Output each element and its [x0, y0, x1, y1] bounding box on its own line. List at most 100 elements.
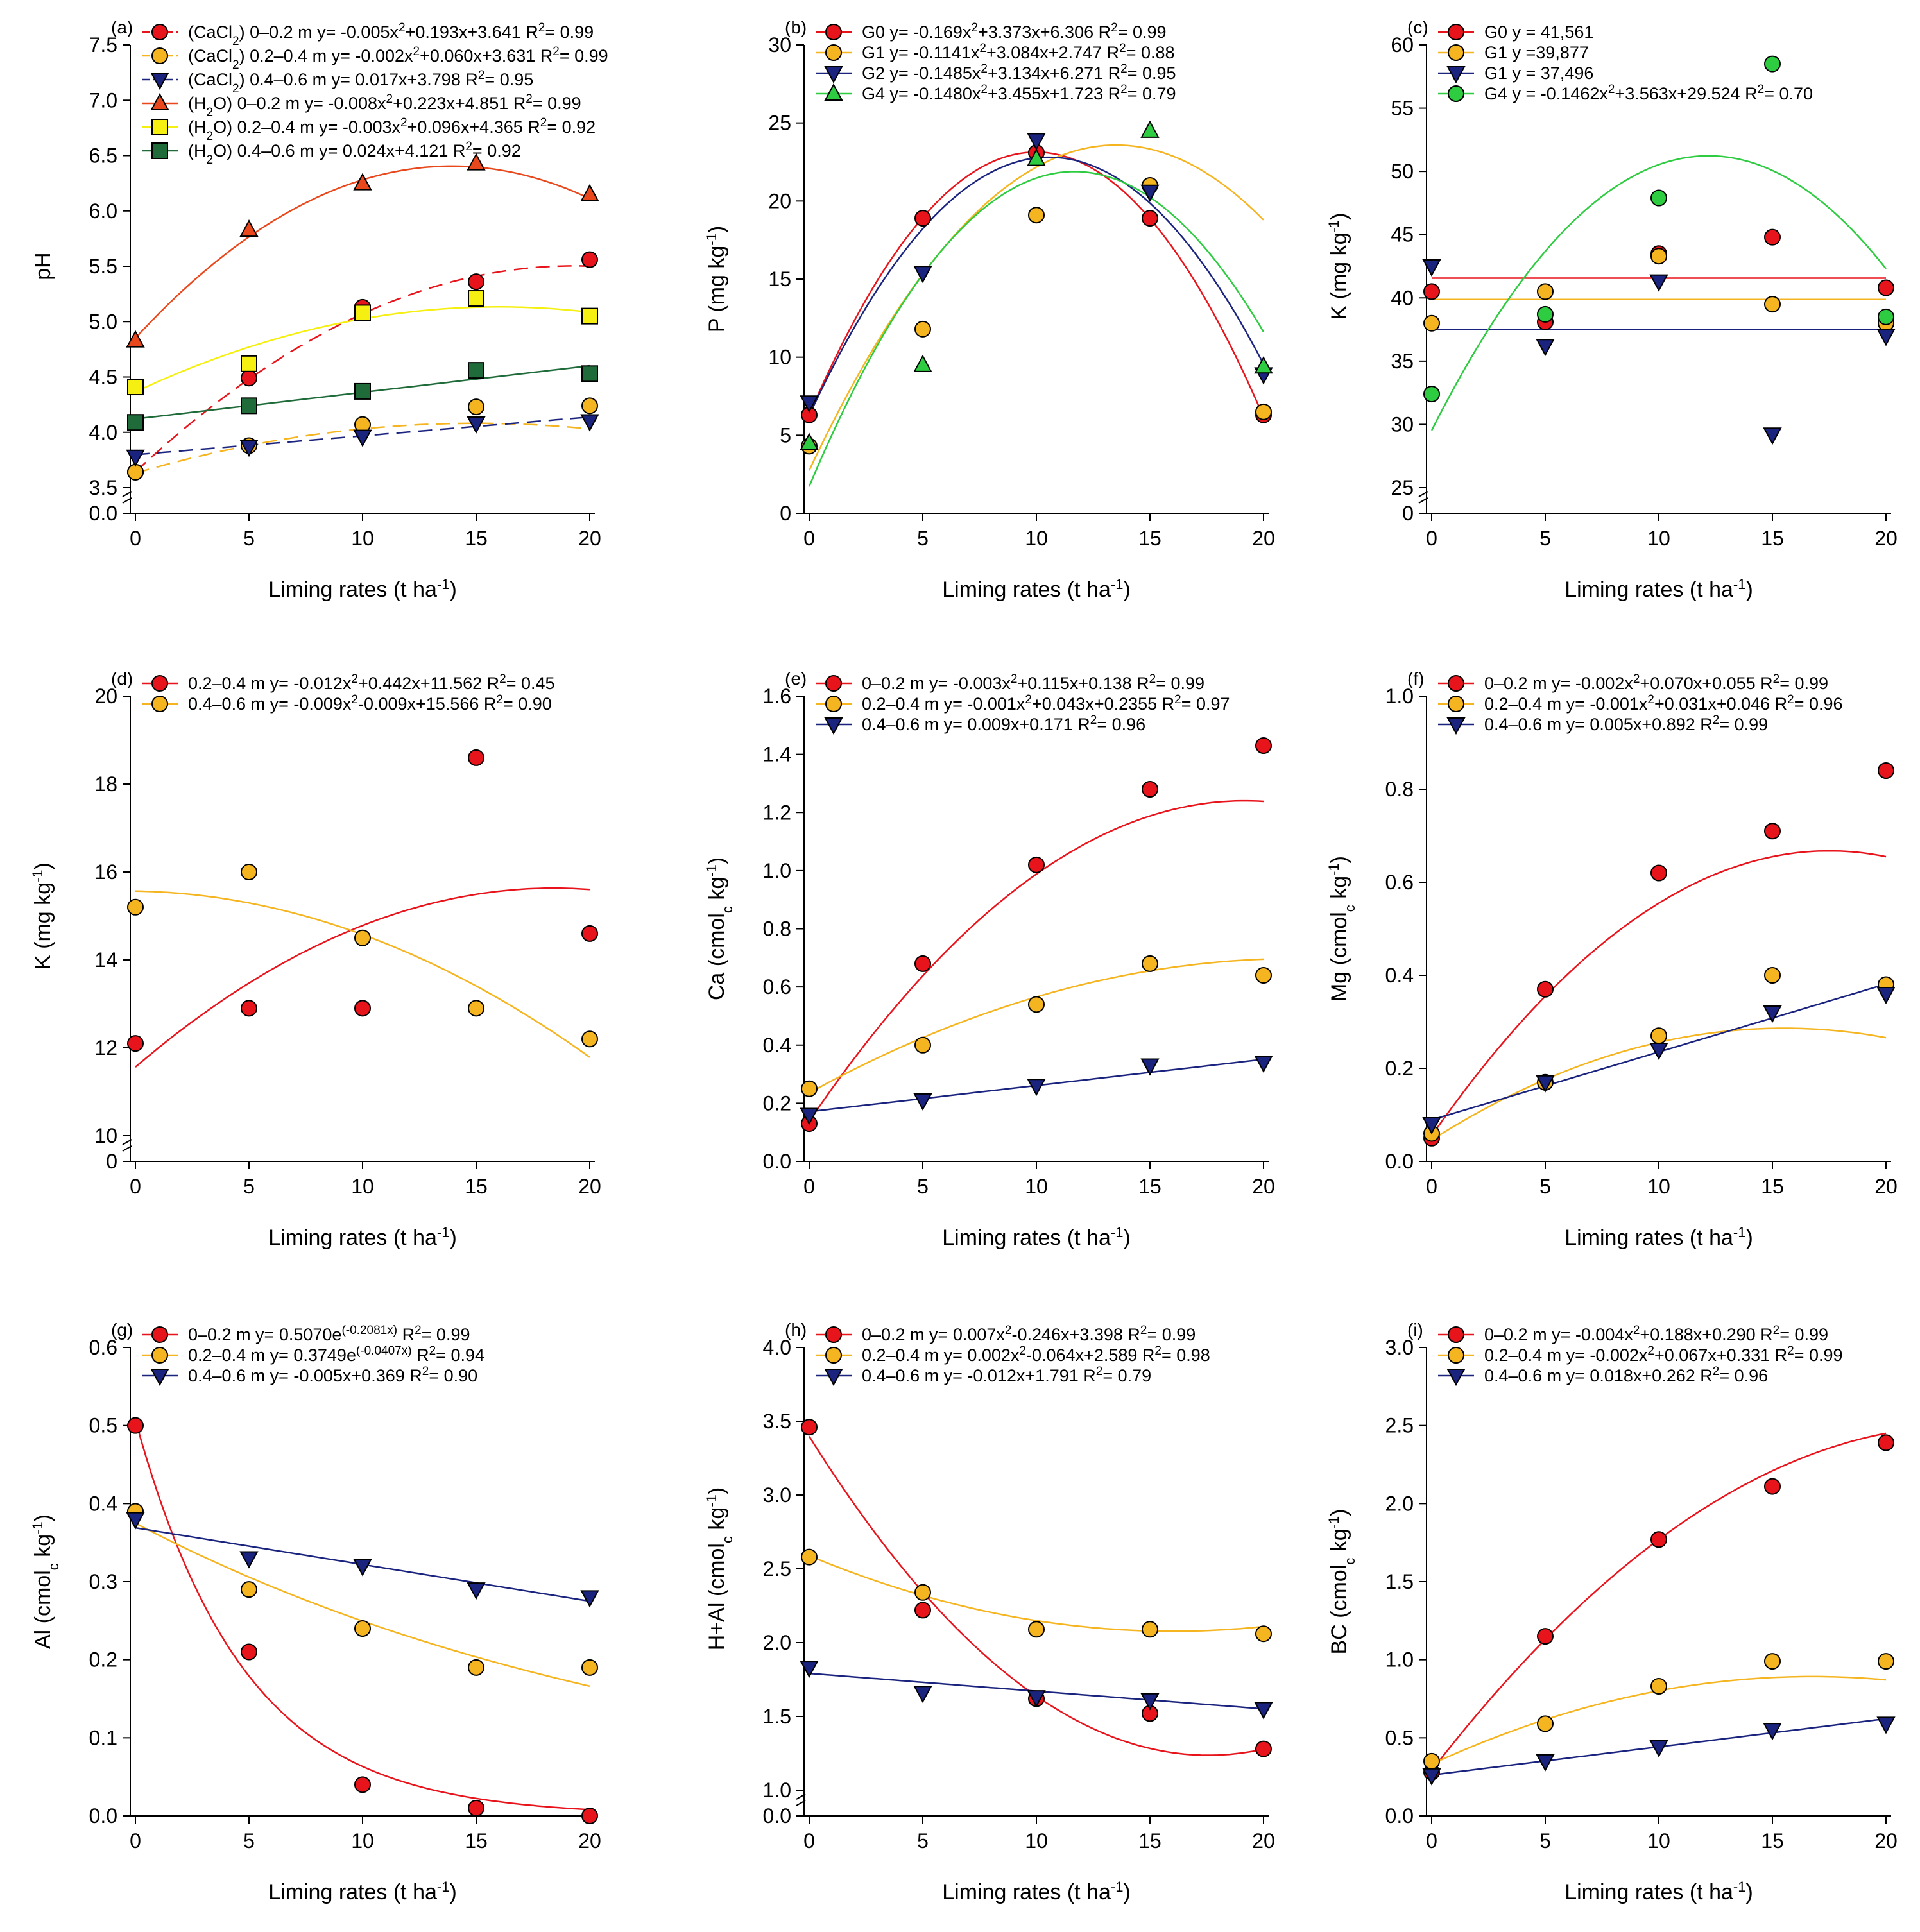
data-point-series-3: [1140, 1058, 1160, 1076]
panel-d: 0 10 12 14 16 18 20 0 5 10 15 20 Liming rates (t ha-…: [30, 669, 601, 1250]
fit-line-series-2: [809, 1555, 1264, 1632]
data-point-series-6: [581, 365, 598, 382]
y-tick-label: 15: [768, 268, 791, 291]
data-point-series-4: [913, 354, 932, 372]
data-point-series-5: [581, 307, 598, 325]
data-point-series-1: [1142, 781, 1158, 798]
data-point-series-3: [1536, 1075, 1555, 1093]
legend-marker: [824, 1369, 843, 1387]
data-point-series-2: [1537, 1715, 1554, 1732]
x-tick-label: 0: [803, 527, 815, 550]
legend-marker: [825, 1326, 842, 1343]
data-point-series-1: [354, 1776, 371, 1793]
data-point-series-1: [1142, 210, 1158, 227]
data-point-series-1: [1537, 980, 1554, 998]
y-tick-label: 0.6: [763, 975, 791, 998]
panel-letter: (e): [785, 669, 807, 688]
data-point-series-2: [914, 320, 931, 338]
data-point-series-6: [468, 362, 484, 379]
x-tick-label: 0: [130, 1829, 141, 1852]
legend-marker: [825, 675, 842, 692]
panel-letter: (b): [785, 17, 807, 37]
x-tick-label: 10: [1025, 527, 1048, 550]
fit-line-series-1: [1431, 1432, 1887, 1772]
data-point-series-1: [1878, 762, 1894, 779]
y-tick-label: 10: [768, 346, 791, 369]
y-tick-label: 0.8: [763, 918, 791, 941]
x-axis-title: Liming rates (t ha-1): [1564, 1879, 1753, 1905]
data-point-series-3: [580, 414, 599, 432]
data-point-series-2: [1255, 1625, 1272, 1643]
legend-marker: [151, 142, 168, 159]
legend-marker: [150, 73, 169, 90]
data-point-series-4: [1254, 356, 1273, 374]
y-tick-label: 3.5: [89, 476, 117, 499]
y-tick-label: 1.5: [1385, 1570, 1414, 1593]
panel-g: 0.0 0.1 0.2 0.3 0.4 0.5 0.6 0 5 10 15 20 Liming rate…: [30, 1320, 601, 1904]
data-point-series-3: [1027, 1690, 1046, 1708]
data-point-series-4: [1140, 120, 1160, 138]
data-point-series-2: [914, 1036, 931, 1054]
y-axis-title: BC (cmolc kg-1): [1326, 1509, 1358, 1654]
data-point-series-3: [913, 266, 932, 284]
axis-break-mark: [122, 497, 132, 504]
data-point-series-6: [354, 382, 371, 400]
x-axis-title: Liming rates (t ha-1): [1564, 576, 1753, 603]
data-point-series-3: [1763, 427, 1782, 445]
y-tick-label: 1.4: [763, 743, 791, 766]
data-point-series-2: [1255, 967, 1272, 984]
fit-line-series-1: [134, 1419, 590, 1811]
data-point-series-3: [126, 1512, 145, 1530]
data-point-series-1: [127, 1035, 144, 1052]
y-tick-label: 4.0: [763, 1336, 791, 1359]
legend-marker: [151, 1326, 168, 1343]
data-point-series-3: [1254, 1702, 1273, 1720]
data-point-series-2: [468, 1000, 484, 1017]
data-point-series-1: [914, 1602, 931, 1619]
y-tick-label: 0.8: [1385, 778, 1414, 801]
data-point-series-3: [1763, 1723, 1782, 1741]
axis-break-mark: [796, 1800, 806, 1806]
legend-entry: 0–0.2 m y= 0.5070e(-0.2081x) R2= 0.99: [188, 1324, 470, 1345]
legend-entry: 0.4–0.6 m y= 0.018x+0.262 R2= 0.96: [1484, 1365, 1768, 1386]
y-tick-label: 6.5: [89, 144, 117, 167]
y-tick-label: 1.0: [763, 859, 791, 882]
x-tick-label: 5: [243, 1829, 255, 1852]
x-axis-title: Liming rates (t ha-1): [268, 1224, 457, 1251]
legend-marker: [151, 675, 168, 692]
data-point-series-2: [127, 898, 144, 916]
data-point-series-3: [1876, 329, 1896, 346]
data-point-series-1: [1764, 1478, 1781, 1495]
data-point-series-2: [1028, 1621, 1045, 1638]
data-point-series-4: [1537, 305, 1554, 323]
data-point-series-3: [1422, 1117, 1441, 1135]
y-axis-title: H+Al (cmolc kg-1): [703, 1487, 735, 1650]
data-point-series-2: [581, 1030, 598, 1048]
x-tick-label: 10: [1025, 1175, 1048, 1198]
data-point-series-1: [1423, 283, 1440, 300]
x-tick-label: 10: [351, 1829, 374, 1852]
legend-entry: G1 y =39,877: [1484, 43, 1589, 62]
data-point-series-1: [468, 749, 484, 766]
legend-marker: [151, 119, 168, 135]
y-tick-label: 0.2: [763, 1091, 791, 1115]
fit-line-series-1: [808, 151, 1265, 418]
legend-marker: [151, 47, 168, 64]
x-tick-label: 15: [1138, 1175, 1161, 1198]
data-point-series-5: [241, 355, 257, 372]
data-point-series-3: [913, 1093, 932, 1111]
data-point-series-3: [126, 449, 145, 467]
data-point-series-3: [239, 440, 259, 457]
data-point-series-3: [467, 416, 486, 434]
data-point-series-2: [1764, 296, 1781, 313]
y-tick-label: 0.0: [1385, 1804, 1414, 1827]
y-tick-label: 2.5: [1385, 1414, 1414, 1437]
legend-marker: [1448, 675, 1464, 692]
panel-c: 0 25 30 35 40 45 50 55 60 0 5 10 15 20 Liming rates (t…: [1326, 17, 1898, 602]
data-point-series-3: [1027, 133, 1046, 151]
y-tick-label: 1.5: [763, 1705, 791, 1728]
data-point-series-2: [1423, 314, 1440, 332]
legend-entry: 0–0.2 m y= 0.007x2-0.246x+3.398 R2= 0.99: [862, 1324, 1196, 1345]
legend-marker: [1446, 717, 1466, 735]
